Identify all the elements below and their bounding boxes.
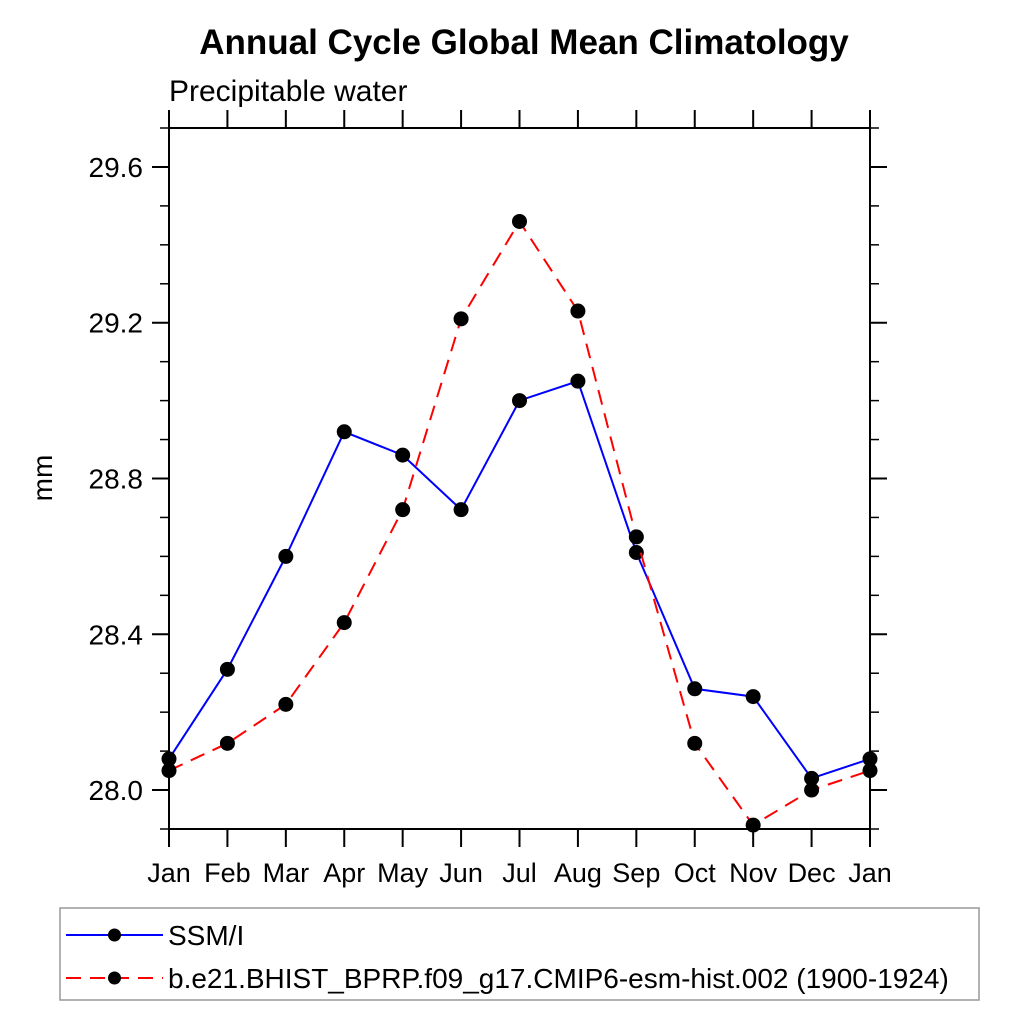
data-point-marker bbox=[278, 696, 294, 712]
legend-entry: b.e21.BHIST_BPRP.f09_g17.CMIP6-esm-hist.… bbox=[66, 963, 949, 994]
data-point-marker bbox=[628, 544, 644, 560]
series-line bbox=[168, 379, 871, 780]
series-group bbox=[161, 213, 878, 833]
y-tick-label: 29.2 bbox=[89, 308, 144, 339]
data-point-marker bbox=[161, 763, 177, 779]
data-point-marker bbox=[804, 770, 820, 786]
x-tick-label: Nov bbox=[729, 858, 778, 888]
x-tick-label: Oct bbox=[674, 858, 717, 888]
plot-frame bbox=[168, 127, 871, 830]
x-tick-label: Jun bbox=[439, 858, 483, 888]
data-point-marker bbox=[804, 782, 820, 798]
legend: SSM/I b.e21.BHIST_BPRP.f09_g17.CMIP6-esm-… bbox=[59, 907, 980, 1001]
y-tick-label: 28.0 bbox=[89, 775, 144, 806]
legend-label: b.e21.BHIST_BPRP.f09_g17.CMIP6-esm-hist.… bbox=[168, 963, 949, 994]
legend-marker bbox=[108, 971, 121, 985]
data-point-marker bbox=[395, 447, 411, 463]
data-point-marker bbox=[512, 393, 527, 409]
legend-marker bbox=[108, 928, 121, 942]
data-point-marker bbox=[336, 615, 352, 631]
chart-subtitle: Precipitable water bbox=[169, 75, 407, 108]
y-axis-title: mm bbox=[27, 455, 58, 502]
x-tick-label: Mar bbox=[263, 858, 310, 888]
x-tick-label: May bbox=[377, 858, 429, 888]
data-point-marker bbox=[745, 817, 761, 833]
x-tick-label: Jul bbox=[502, 858, 537, 888]
data-point-marker bbox=[453, 502, 469, 518]
series-line bbox=[168, 219, 871, 827]
data-point-marker bbox=[628, 529, 644, 545]
x-tick-label: Sep bbox=[612, 858, 660, 888]
series-obs bbox=[161, 373, 878, 786]
x-tick-label: Apr bbox=[323, 858, 365, 888]
axes: 28.0 28.4 28.8 29.2 29.6 Jan Feb Mar Apr May Jun Ju… bbox=[89, 110, 892, 888]
data-point-marker bbox=[219, 735, 235, 751]
data-point-marker bbox=[687, 681, 703, 697]
data-point-marker bbox=[745, 689, 761, 705]
x-tick-label: Jan bbox=[848, 858, 892, 888]
data-point-marker bbox=[395, 502, 411, 518]
x-tick-label: Feb bbox=[204, 858, 251, 888]
legend-box bbox=[59, 907, 980, 1001]
data-point-marker bbox=[219, 661, 235, 677]
data-point-marker bbox=[570, 373, 586, 389]
data-point-marker bbox=[336, 424, 352, 440]
series-model bbox=[161, 213, 878, 833]
x-tick-label: Aug bbox=[554, 858, 602, 888]
data-point-marker bbox=[862, 751, 878, 767]
x-tick-label: Dec bbox=[788, 858, 836, 888]
legend-label: SSM/I bbox=[168, 920, 244, 951]
data-point-marker bbox=[278, 548, 294, 564]
x-tick-label: Jan bbox=[147, 858, 191, 888]
data-point-marker bbox=[862, 763, 878, 779]
data-point-marker bbox=[512, 213, 527, 229]
data-point-marker bbox=[687, 735, 703, 751]
y-tick-label: 28.8 bbox=[89, 464, 144, 495]
y-tick-label: 28.4 bbox=[89, 619, 144, 650]
chart-title: Annual Cycle Global Mean Climatology bbox=[199, 23, 849, 62]
data-point-marker bbox=[570, 303, 586, 319]
y-tick-label: 29.6 bbox=[89, 152, 144, 183]
data-point-marker bbox=[161, 751, 177, 767]
legend-entry: SSM/I bbox=[66, 920, 244, 951]
data-point-marker bbox=[453, 311, 469, 327]
